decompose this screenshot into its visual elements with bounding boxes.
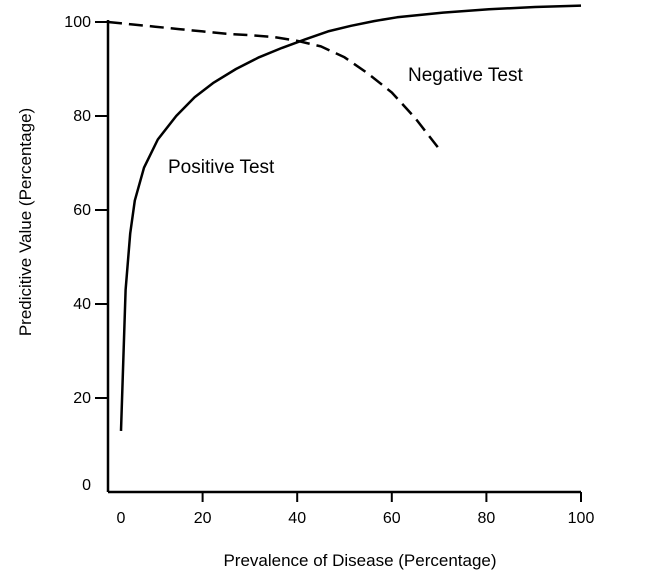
y-tick-label: 40 xyxy=(73,296,91,313)
y-tick-label: 80 xyxy=(73,108,91,125)
x-tick-label: 20 xyxy=(194,510,212,527)
series-label-negative-test: Negative Test xyxy=(408,65,523,86)
series-line-negative-test xyxy=(107,20,441,150)
x-tick-label: 0 xyxy=(117,510,126,527)
y-ticks: 0 20 40 60 80 100 xyxy=(64,14,108,494)
x-tick-label: 60 xyxy=(383,510,401,527)
series-line-positive-test xyxy=(119,4,582,431)
x-axis-title: Prevalence of Disease (Percentage) xyxy=(223,551,496,570)
y-tick-label: 20 xyxy=(73,390,91,407)
y-tick-label: 60 xyxy=(73,202,91,219)
series-label-positive-test: Positive Test xyxy=(168,157,275,178)
x-tick-label: 80 xyxy=(478,510,496,527)
x-ticks: 0 20 40 60 80 100 xyxy=(117,492,595,527)
series-layer xyxy=(107,4,582,431)
y-tick-label: 0 xyxy=(82,477,91,494)
x-tick-label: 40 xyxy=(288,510,306,527)
x-tick-label: 100 xyxy=(568,510,595,527)
y-axis-title: Predicitive Value (Percentage) xyxy=(16,108,35,336)
y-tick-label: 100 xyxy=(64,14,91,31)
